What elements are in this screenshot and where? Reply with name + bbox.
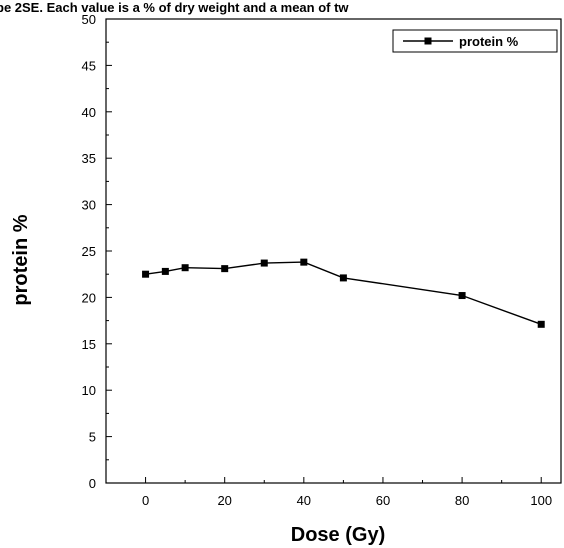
y-tick-label: 10 <box>82 383 96 398</box>
x-tick-label: 0 <box>142 493 149 508</box>
y-tick-label: 30 <box>82 198 96 213</box>
series-line <box>145 261 542 325</box>
y-axis-label: protein % <box>10 214 32 305</box>
x-tick-label: 100 <box>530 493 552 508</box>
chart-title-container: be 2SE. Each value is a % of dry weight … <box>0 0 564 20</box>
plot-frame <box>105 18 562 484</box>
data-point <box>181 264 189 272</box>
series-layer <box>142 258 545 328</box>
y-tick-label: 45 <box>82 58 96 73</box>
legend-label: protein % <box>459 34 519 49</box>
legend-box <box>392 29 558 53</box>
y-tick-label: 5 <box>89 430 96 445</box>
y-tick-label: 35 <box>82 151 96 166</box>
y-tick-label: 0 <box>89 476 96 491</box>
x-tick-label: 20 <box>217 493 231 508</box>
y-tick-label: 50 <box>82 12 96 27</box>
legend: protein % <box>392 29 558 53</box>
data-point <box>142 270 150 278</box>
y-tick-label: 20 <box>82 290 96 305</box>
x-tick-label: 80 <box>455 493 469 508</box>
axes: 0 5 10 15 20 25 30 35 40 45 50 0 20 40 60 80 100 <box>82 12 562 508</box>
data-point <box>537 320 545 328</box>
x-tick-label: 60 <box>376 493 390 508</box>
data-point <box>260 259 268 267</box>
data-point <box>221 265 229 273</box>
x-axis-label: Dose (Gy) <box>291 524 385 546</box>
chart-title: be 2SE. Each value is a % of dry weight … <box>0 0 349 15</box>
y-tick-label: 25 <box>82 244 96 259</box>
y-tick-label: 40 <box>82 105 96 120</box>
data-point <box>339 274 347 282</box>
x-tick-label: 40 <box>297 493 311 508</box>
data-point <box>458 292 466 300</box>
data-point <box>300 258 308 266</box>
legend-marker <box>424 37 432 45</box>
data-point <box>161 267 169 275</box>
y-tick-label: 15 <box>82 337 96 352</box>
